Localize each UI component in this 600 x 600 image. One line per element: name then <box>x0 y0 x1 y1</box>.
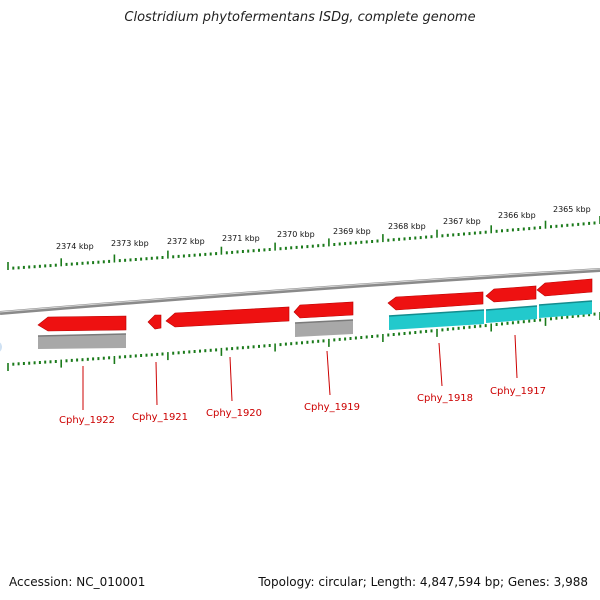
lower-scale-ticks <box>7 312 600 371</box>
cds-next[interactable] <box>539 301 592 318</box>
gene-label-Cphy_1919[interactable]: Cphy_1919 <box>304 402 360 413</box>
scale-label-2373: 2373 kbp <box>111 239 149 248</box>
scale-label-2370: 2370 kbp <box>277 230 315 239</box>
gene-label-Cphy_1918[interactable]: Cphy_1918 <box>417 393 473 404</box>
scale-label-2372: 2372 kbp <box>167 237 205 246</box>
leader-Cphy_1918 <box>438 342 443 387</box>
leader-Cphy_1921 <box>155 361 158 406</box>
leader-Cphy_1917 <box>514 334 518 379</box>
gene-Cphy_1920[interactable] <box>165 306 290 328</box>
scale-label-2369: 2369 kbp <box>333 227 371 236</box>
scale-label-2374: 2374 kbp <box>56 242 94 251</box>
genome-backbone-highlight <box>0 268 600 313</box>
scale-label-2367: 2367 kbp <box>443 217 481 226</box>
gene-Cphy_1921[interactable] <box>147 314 162 330</box>
gene-label-Cphy_1920[interactable]: Cphy_1920 <box>206 408 262 419</box>
gene-Cphy_1919[interactable] <box>293 301 354 319</box>
cds-Cphy_1917[interactable] <box>486 306 537 323</box>
scale-label-2366: 2366 kbp <box>498 211 536 220</box>
cds-Cphy_1919[interactable] <box>295 320 353 337</box>
genome-title: Clostridium phytofermentans ISDg, comple… <box>124 10 476 25</box>
leader-Cphy_1919 <box>326 350 331 396</box>
leader-Cphy_1920 <box>229 356 233 402</box>
gene-Cphy_1918[interactable] <box>387 291 484 311</box>
edge-marker <box>0 342 2 352</box>
gene-label-Cphy_1921[interactable]: Cphy_1921 <box>132 412 188 423</box>
gene-Cphy_1922[interactable] <box>37 315 127 332</box>
scale-label-2365: 2365 kbp <box>553 205 591 214</box>
gene-label-Cphy_1922[interactable]: Cphy_1922 <box>59 415 115 426</box>
scale-label-2371: 2371 kbp <box>222 234 260 243</box>
gene-next[interactable] <box>536 278 593 297</box>
gene-arrows <box>37 278 593 332</box>
cds-Cphy_1922[interactable] <box>38 334 126 349</box>
gene-label-Cphy_1917[interactable]: Cphy_1917 <box>490 386 546 397</box>
gene-labels: Cphy_1922 Cphy_1921 Cphy_1920 Cphy_1919 … <box>59 386 546 426</box>
label-leaders <box>82 334 518 410</box>
genome-stats: Topology: circular; Length: 4,847,594 bp… <box>258 575 588 589</box>
cds-bars <box>37 300 593 349</box>
genome-backbone <box>0 268 600 315</box>
gene-Cphy_1917[interactable] <box>485 285 537 303</box>
accession-label: Accession: NC_010001 <box>9 575 146 589</box>
upper-scale-ticks <box>7 216 600 270</box>
scale-label-2368: 2368 kbp <box>388 222 426 231</box>
scale-labels: 2374 kbp 2373 kbp 2372 kbp 2371 kbp 2370… <box>56 205 591 251</box>
